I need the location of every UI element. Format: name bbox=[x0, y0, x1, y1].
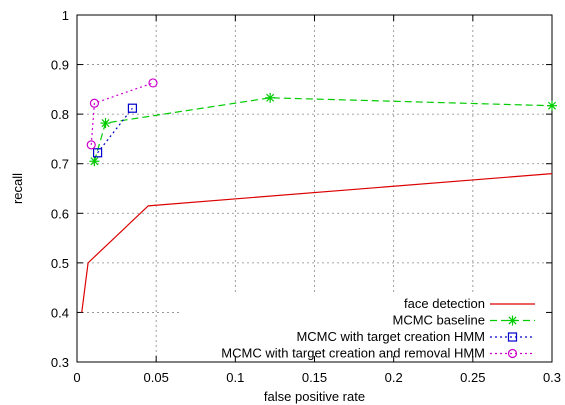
legend-marker bbox=[507, 348, 518, 359]
x-axis-label: false positive rate bbox=[264, 389, 365, 404]
series-line bbox=[81, 173, 553, 313]
data-point bbox=[265, 92, 276, 103]
legend-box bbox=[180, 293, 551, 363]
ticks: 0 0.05 0.1 0.15 0.2 0.25 0.3 0.3 0.4 0.5 0.6 0.7 0.8… bbox=[51, 8, 561, 385]
y-axis-label: recall bbox=[10, 173, 25, 204]
y-tick-label: 0.6 bbox=[51, 206, 69, 221]
series-line bbox=[93, 97, 553, 162]
y-tick-label: 0.4 bbox=[51, 305, 69, 320]
legend-marker bbox=[507, 315, 518, 326]
y-tick-label: 0.9 bbox=[51, 58, 69, 73]
legend-label: face detection bbox=[404, 296, 485, 311]
legend-label: MCMC baseline bbox=[393, 313, 485, 328]
legend-marker bbox=[507, 332, 518, 342]
series-0 bbox=[81, 173, 553, 313]
legend-label: MCMC with target creation HMM bbox=[296, 329, 485, 344]
data-point bbox=[92, 148, 103, 158]
legend-label: MCMC with target creation and removal HM… bbox=[221, 346, 485, 361]
data-point bbox=[89, 156, 100, 167]
x-tick-label: 0 bbox=[73, 370, 80, 385]
y-tick-label: 0.8 bbox=[51, 107, 69, 122]
data-point bbox=[89, 98, 100, 108]
x-tick-label: 0.1 bbox=[226, 370, 244, 385]
series-3 bbox=[86, 78, 158, 150]
x-tick-label: 0.15 bbox=[302, 370, 327, 385]
series-2 bbox=[92, 103, 138, 158]
series-1 bbox=[89, 92, 557, 167]
data-point bbox=[127, 103, 138, 113]
y-tick-label: 1 bbox=[62, 8, 69, 23]
series-group bbox=[81, 78, 557, 313]
y-tick-label: 0.7 bbox=[51, 157, 69, 172]
series-line bbox=[97, 107, 133, 154]
legend-background bbox=[180, 293, 551, 363]
data-point bbox=[547, 100, 557, 111]
x-tick-label: 0.2 bbox=[385, 370, 403, 385]
series-line bbox=[90, 82, 154, 145]
data-point bbox=[86, 140, 96, 150]
y-tick-label: 0.3 bbox=[51, 355, 69, 370]
data-point bbox=[100, 118, 111, 129]
x-tick-label: 0.25 bbox=[460, 370, 485, 385]
data-point bbox=[148, 78, 158, 88]
y-tick-label: 0.5 bbox=[51, 256, 69, 271]
x-tick-label: 0.05 bbox=[144, 370, 169, 385]
x-tick-label: 0.3 bbox=[543, 370, 561, 385]
